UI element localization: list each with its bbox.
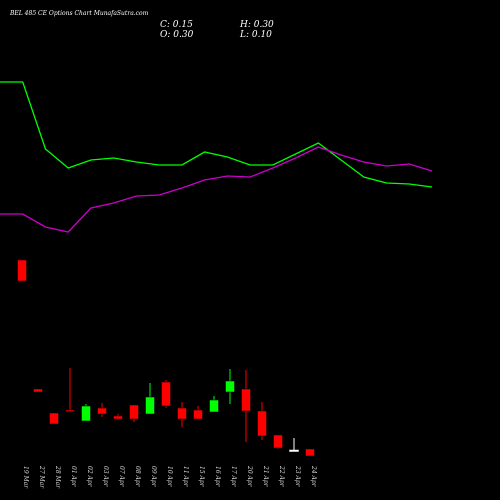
x-tick-label: 03 Apr bbox=[102, 466, 109, 488]
low-label: L: 0.10 bbox=[239, 30, 272, 40]
high-label: H: 0.30 bbox=[239, 20, 274, 30]
candle-body bbox=[33, 388, 43, 393]
candle-body bbox=[17, 259, 27, 282]
x-tick-label: 27 Mar bbox=[38, 465, 45, 489]
indicator-line bbox=[0, 146, 433, 233]
x-tick-label: 19 Mar bbox=[22, 466, 29, 489]
candle-body bbox=[81, 405, 91, 422]
candle-body bbox=[193, 409, 203, 420]
x-tick-label: 22 Apr bbox=[278, 465, 285, 488]
x-tick-label: 01 Apr bbox=[70, 466, 77, 488]
x-tick-label: 23 Apr bbox=[294, 465, 301, 488]
candle-body bbox=[49, 412, 59, 425]
candle-body bbox=[97, 407, 107, 415]
candle-body bbox=[209, 399, 219, 413]
chart-title: BEL 485 CE Options Chart MunafaSutra.com bbox=[9, 10, 149, 17]
indicator-line bbox=[0, 81, 433, 188]
x-tick-label: 08 Apr bbox=[134, 466, 141, 488]
candle-body bbox=[225, 380, 235, 393]
candle-body bbox=[177, 407, 187, 420]
x-tick-label: 09 Apr bbox=[150, 466, 157, 488]
close-label: C: 0.15 bbox=[160, 20, 193, 30]
x-tick-label: 10 Apr bbox=[166, 466, 173, 488]
x-tick-label: 11 Apr bbox=[182, 466, 189, 488]
candle-body bbox=[65, 409, 75, 412]
candle-body bbox=[161, 381, 171, 407]
x-tick-label: 21 Apr bbox=[262, 465, 269, 488]
x-tick-label: 02 Apr bbox=[86, 466, 93, 488]
candle-body bbox=[305, 448, 315, 457]
x-tick-label: 20 Apr bbox=[246, 465, 253, 488]
x-tick-label: 24 Apr bbox=[310, 465, 317, 488]
x-tick-label: 07 Apr bbox=[118, 466, 125, 488]
x-tick-label: 15 Apr bbox=[198, 466, 205, 488]
candle-body bbox=[241, 388, 251, 412]
candle-body bbox=[257, 410, 267, 437]
candle-body bbox=[129, 404, 139, 420]
x-tick-label: 17 Apr bbox=[230, 466, 237, 488]
candle-body bbox=[273, 434, 283, 449]
candle-body bbox=[145, 396, 155, 415]
candle-body bbox=[289, 449, 299, 452]
x-tick-label: 16 Apr bbox=[214, 466, 221, 488]
x-tick-label: 28 Mar bbox=[54, 465, 61, 489]
open-label: O: 0.30 bbox=[160, 30, 194, 40]
candle-body bbox=[113, 415, 123, 420]
